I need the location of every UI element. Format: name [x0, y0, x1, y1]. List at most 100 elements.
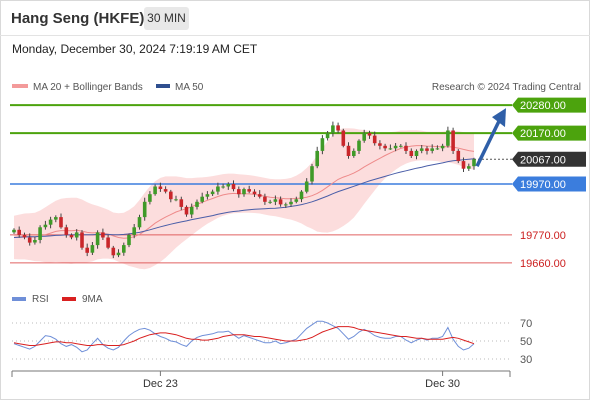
candle-body — [341, 130, 346, 146]
candle-body — [142, 201, 147, 218]
legend-bollinger-swatch — [12, 84, 28, 88]
candle-body — [189, 206, 194, 215]
candle-body — [336, 125, 340, 131]
candle-body — [22, 234, 27, 238]
level-label-support: 19770.00 — [520, 230, 566, 242]
candle-body — [179, 199, 184, 207]
candle-body — [101, 232, 105, 238]
candle-body — [325, 133, 330, 139]
forecast-arrow-shaft — [475, 118, 502, 167]
legend-rsi-swatch — [12, 297, 26, 301]
candle-body — [331, 125, 335, 133]
legend-ma50-swatch — [156, 84, 170, 88]
candle-body — [85, 247, 89, 253]
rsi-tick-label: 30 — [520, 354, 532, 366]
level-tag-resistance — [512, 125, 586, 141]
candle-body — [69, 234, 74, 238]
chart-legend: MA 20 + Bollinger Bands MA 50 Research ©… — [12, 82, 581, 93]
legend-9ma-swatch — [62, 297, 76, 301]
candle-body — [116, 252, 121, 256]
candle-body — [231, 184, 236, 190]
candle-body — [27, 237, 32, 243]
candle-body — [158, 186, 163, 189]
candle-body — [263, 196, 267, 202]
candle-body — [200, 196, 204, 202]
candle-body — [294, 199, 299, 202]
candle-body — [59, 217, 63, 228]
level-label-pivot: 19970.00 — [520, 179, 566, 191]
candle-body — [48, 219, 53, 225]
timeframe-button[interactable]: 30 MIN — [144, 7, 189, 30]
candle-body — [320, 138, 325, 151]
candle-body — [357, 140, 361, 151]
x-tick-label: Dec 23 — [143, 378, 178, 390]
candle-body — [425, 148, 429, 151]
candle-body — [467, 166, 471, 169]
legend-rsi-label: RSI — [32, 294, 49, 305]
candle-body — [148, 194, 152, 202]
forecast-arrow-head — [492, 108, 506, 128]
candle-body — [221, 186, 225, 188]
candle-body — [106, 237, 110, 248]
ma50-line — [13, 158, 475, 238]
candle-body — [184, 206, 189, 215]
candle-body — [242, 189, 246, 195]
candle-body — [388, 148, 393, 150]
candle-body — [451, 130, 455, 151]
candle-body — [153, 186, 157, 195]
candle-body — [352, 150, 356, 156]
candle-body — [440, 145, 445, 149]
candle-body — [163, 189, 168, 192]
rsi-tick-label: 50 — [520, 336, 532, 348]
candle-body — [409, 150, 414, 156]
candle-body — [284, 204, 288, 206]
candle-body — [362, 133, 366, 141]
rsi-legend: RSI 9MA — [12, 294, 103, 305]
candle-body — [127, 234, 131, 246]
candle-body — [252, 191, 257, 195]
level-label-current: 20067.00 — [520, 154, 566, 166]
price-labels: 20280.00 20170.00 20067.00 19970.00 19770.00… — [512, 97, 586, 270]
level-tag-pivot — [512, 176, 586, 192]
candle-body — [64, 227, 69, 235]
credit-text: Research © 2024 Trading Central — [432, 82, 581, 93]
candle-body — [461, 161, 466, 169]
candle-body — [393, 145, 398, 149]
legend-ma50-label: MA 50 — [175, 82, 204, 93]
legend-bollinger-label: MA 20 + Bollinger Bands — [33, 82, 143, 93]
candle-body — [122, 245, 126, 253]
candle-body — [372, 135, 377, 144]
x-axis: Dec 23 Dec 30 — [11, 370, 511, 390]
candle-body — [268, 201, 272, 203]
candle-body — [430, 148, 434, 151]
candle-body — [137, 217, 142, 228]
candle-body — [378, 143, 382, 146]
candle-body — [12, 229, 16, 233]
candle-body — [205, 194, 210, 197]
candle-body — [367, 133, 372, 136]
candlesticks — [12, 121, 476, 259]
candle-body — [247, 189, 251, 192]
instrument-title: Hang Seng (HKFE) — [11, 10, 145, 27]
candle-body — [289, 201, 293, 205]
candle-body — [195, 201, 199, 207]
chart-header: Hang Seng (HKFE) 30 MIN — [0, 0, 590, 36]
candle-body — [74, 232, 79, 238]
candle-body — [304, 181, 309, 192]
candle-body — [38, 227, 42, 240]
rsi-ma-line — [13, 326, 475, 346]
header-divider — [0, 35, 590, 36]
level-label-support: 19660.00 — [520, 258, 566, 270]
level-label-resistance: 20170.00 — [520, 128, 566, 140]
candle-body — [299, 191, 304, 200]
candle-body — [419, 148, 424, 151]
candle-body — [54, 217, 58, 220]
rsi-panel: 70 50 30 — [12, 318, 532, 366]
level-tag-resistance — [512, 97, 586, 113]
candle-body — [435, 148, 440, 150]
candle-body — [278, 199, 283, 205]
candle-body — [226, 184, 231, 187]
candle-body — [95, 232, 100, 246]
candle-body — [273, 199, 278, 202]
candle-body — [472, 159, 476, 167]
